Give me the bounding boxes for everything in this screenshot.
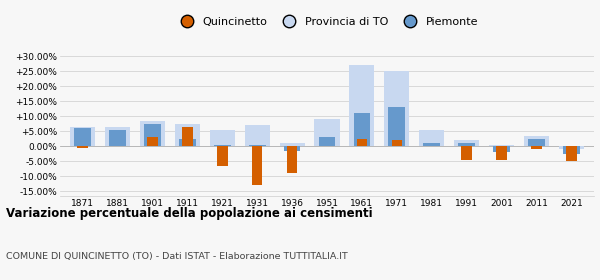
Bar xyxy=(356,139,367,146)
Legend: Quincinetto, Provincia di TO, Piemonte: Quincinetto, Provincia di TO, Piemonte xyxy=(171,12,483,31)
Bar xyxy=(314,120,340,146)
Bar xyxy=(280,143,305,146)
Bar xyxy=(284,146,301,151)
Bar xyxy=(531,146,542,150)
Bar xyxy=(496,146,507,160)
Bar xyxy=(353,113,370,146)
Bar xyxy=(175,124,200,146)
Bar xyxy=(524,136,549,146)
Bar xyxy=(140,121,165,146)
Bar xyxy=(105,127,130,146)
Bar xyxy=(424,143,440,146)
Bar xyxy=(454,141,479,146)
Bar xyxy=(489,145,514,146)
Bar xyxy=(528,139,545,146)
Bar xyxy=(419,130,444,146)
Bar xyxy=(563,146,580,154)
Bar xyxy=(349,66,374,146)
Bar xyxy=(217,146,227,166)
Bar xyxy=(384,71,409,146)
Bar xyxy=(147,137,158,146)
Bar xyxy=(182,127,193,146)
Bar xyxy=(144,124,161,146)
Text: Variazione percentuale della popolazione ai censimenti: Variazione percentuale della popolazione… xyxy=(6,207,373,220)
Bar xyxy=(252,146,262,185)
Bar xyxy=(109,130,126,146)
Bar xyxy=(245,125,270,146)
Bar xyxy=(210,130,235,146)
Bar xyxy=(388,108,405,146)
Bar xyxy=(392,141,402,146)
Bar xyxy=(74,129,91,146)
Bar xyxy=(461,146,472,160)
Bar xyxy=(287,146,298,174)
Text: COMUNE DI QUINCINETTO (TO) - Dati ISTAT - Elaborazione TUTTITALIA.IT: COMUNE DI QUINCINETTO (TO) - Dati ISTAT … xyxy=(6,252,348,261)
Bar xyxy=(458,143,475,146)
Bar xyxy=(70,127,95,146)
Bar xyxy=(493,146,510,153)
Bar xyxy=(559,146,584,150)
Bar xyxy=(249,145,266,146)
Bar xyxy=(179,139,196,146)
Bar xyxy=(77,146,88,148)
Bar xyxy=(566,146,577,162)
Bar xyxy=(319,137,335,146)
Bar xyxy=(214,145,230,146)
